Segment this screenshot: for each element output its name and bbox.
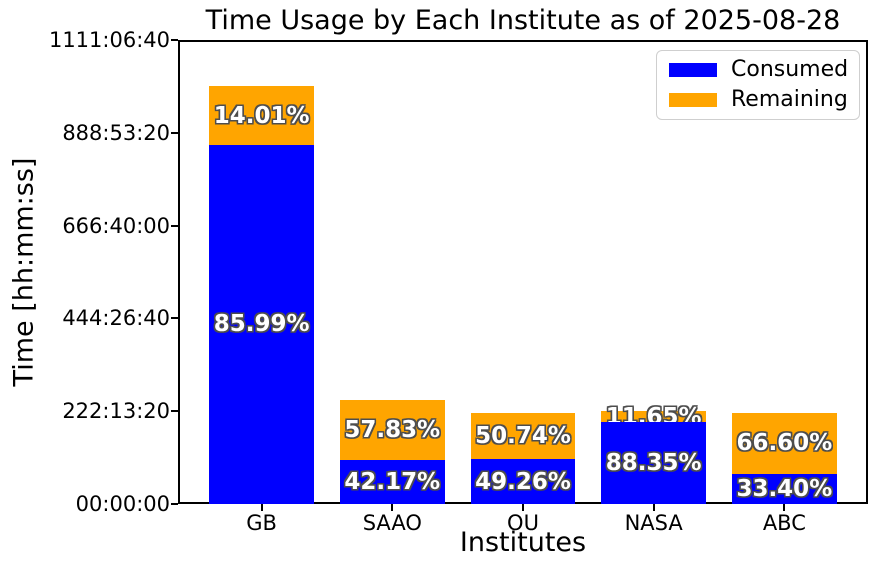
y-tick-mark xyxy=(171,39,178,41)
x-tick-label-nasa: NASA xyxy=(624,511,683,535)
chart-title: Time Usage by Each Institute as of 2025-… xyxy=(205,5,841,36)
bar-segment-consumed-saao: 42.17% xyxy=(340,459,445,504)
bar-segment-consumed-abc: 33.40% xyxy=(732,473,837,504)
consumed-percent-label: 49.26% xyxy=(475,468,571,495)
bar-segment-consumed-gb: 85.99% xyxy=(209,144,314,504)
legend-entry-remaining: Remaining xyxy=(669,87,848,112)
legend-label: Remaining xyxy=(731,87,848,112)
remaining-percent-label: 66.60% xyxy=(736,430,833,457)
bar-nasa: 11.65% 88.35% xyxy=(601,404,706,504)
y-tick-label: 666:40:00 xyxy=(62,213,170,238)
bar-ou: 50.74% 49.26% xyxy=(470,412,576,504)
y-tick-mark xyxy=(171,131,178,134)
y-tick-mark xyxy=(171,224,178,227)
x-tick-label-saao: SAAO xyxy=(362,511,422,535)
remaining-percent-label: 57.83% xyxy=(344,416,441,443)
x-tick-mark xyxy=(391,504,394,511)
bar-segment-remaining-abc: 66.60% xyxy=(732,412,837,474)
remaining-percent-label: 50.74% xyxy=(475,423,571,450)
y-tick-mark xyxy=(171,410,178,413)
bar-segment-remaining-gb: 14.01% xyxy=(209,86,314,145)
remaining-percent-label: 14.01% xyxy=(213,102,310,129)
x-tick-mark xyxy=(522,504,524,511)
consumed-percent-label: 33.40% xyxy=(736,475,833,502)
legend: Consumed Remaining xyxy=(656,50,860,120)
bar-saao: 57.83% 42.17% xyxy=(340,399,445,504)
x-tick-mark xyxy=(652,504,655,511)
x-axis-label: Institutes xyxy=(459,527,587,558)
y-tick-label: 00:00:00 xyxy=(75,492,170,516)
bar-segment-remaining-nasa: 11.65% xyxy=(601,404,706,430)
bar-abc: 66.60% 33.40% xyxy=(732,412,837,504)
y-tick-label: 444:26:40 xyxy=(62,306,170,331)
x-tick-label-gb: GB xyxy=(246,511,277,535)
consumed-percent-label: 88.35% xyxy=(605,449,702,476)
legend-entry-consumed: Consumed xyxy=(669,57,849,82)
y-tick-label: 888:53:20 xyxy=(62,120,170,145)
x-tick-label-abc: ABC xyxy=(762,511,806,535)
bar-segment-remaining-ou: 50.74% xyxy=(470,412,576,460)
x-tick-mark xyxy=(783,504,786,511)
y-axis-label: Time [hh:mm:ss] xyxy=(8,157,40,387)
y-tick-label: 1111:06:40 xyxy=(48,28,170,52)
consumed-percent-label: 85.99% xyxy=(213,311,310,338)
x-tick-mark xyxy=(260,504,263,511)
bar-segment-consumed-ou: 49.26% xyxy=(470,459,576,504)
bar-segment-remaining-saao: 57.83% xyxy=(340,399,445,460)
bar-segment-consumed-nasa: 88.35% xyxy=(601,421,706,504)
consumed-percent-label: 42.17% xyxy=(344,468,441,495)
legend-swatch-icon xyxy=(669,63,717,77)
legend-swatch-icon xyxy=(669,93,717,107)
y-tick-mark xyxy=(171,503,178,505)
x-tick-label-ou: OU xyxy=(507,511,539,535)
y-tick-label: 222:13:20 xyxy=(62,399,170,424)
y-tick-mark xyxy=(171,317,178,320)
legend-label: Consumed xyxy=(731,57,849,82)
bar-gb: 14.01% 85.99% xyxy=(209,86,314,504)
